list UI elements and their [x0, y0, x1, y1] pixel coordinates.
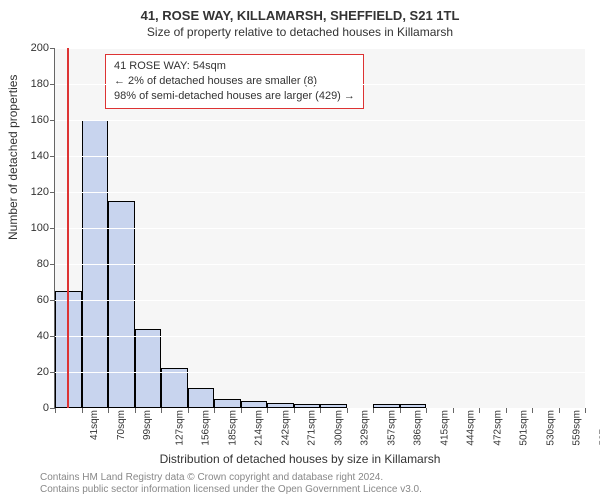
x-tick-label: 472sqm — [492, 410, 503, 446]
y-tick-label: 120 — [31, 186, 49, 198]
y-tick-label: 180 — [31, 78, 49, 90]
x-tick — [347, 408, 348, 413]
annotation-line-1: 41 ROSE WAY: 54sqm — [114, 59, 355, 74]
gridline — [55, 192, 585, 193]
y-tick-label: 60 — [37, 294, 49, 306]
annotation-box: 41 ROSE WAY: 54sqm ← 2% of detached hous… — [105, 54, 364, 109]
x-tick — [453, 408, 454, 413]
x-tick-label: 501sqm — [519, 410, 530, 446]
y-tick — [50, 336, 55, 337]
x-tick-label: 444sqm — [466, 410, 477, 446]
footer-line-1: Contains HM Land Registry data © Crown c… — [40, 472, 422, 484]
y-tick-label: 140 — [31, 150, 49, 162]
x-tick-label: 357sqm — [386, 410, 397, 446]
reference-line — [67, 48, 69, 408]
gridline — [55, 300, 585, 301]
x-tick — [559, 408, 560, 413]
x-tick-label: 530sqm — [545, 410, 556, 446]
histogram-bar — [108, 201, 135, 408]
y-tick — [50, 84, 55, 85]
chart-subtitle: Size of property relative to detached ho… — [0, 23, 600, 39]
x-tick-label: 214sqm — [254, 410, 265, 446]
histogram-bar — [188, 388, 215, 408]
x-tick-label: 300sqm — [333, 410, 344, 446]
gridline — [55, 264, 585, 265]
x-tick — [55, 408, 56, 413]
gridline — [55, 156, 585, 157]
x-tick-label: 242sqm — [280, 410, 291, 446]
histogram-bar — [161, 368, 188, 408]
x-tick — [294, 408, 295, 413]
y-tick — [50, 300, 55, 301]
x-tick — [135, 408, 136, 413]
x-tick — [585, 408, 586, 413]
y-tick-label: 20 — [37, 366, 49, 378]
x-axis-label: Distribution of detached houses by size … — [0, 452, 600, 466]
x-tick-label: 329sqm — [360, 410, 371, 446]
x-tick — [241, 408, 242, 413]
x-tick-label: 70sqm — [116, 410, 127, 440]
gridline — [55, 372, 585, 373]
histogram-bar — [214, 399, 241, 408]
y-tick — [50, 264, 55, 265]
y-tick — [50, 120, 55, 121]
x-tick-label: 41sqm — [89, 410, 100, 440]
x-tick-label: 386sqm — [413, 410, 424, 446]
x-tick-label: 271sqm — [307, 410, 318, 446]
y-tick-label: 0 — [43, 402, 49, 414]
x-tick-label: 185sqm — [227, 410, 238, 446]
x-tick — [320, 408, 321, 413]
y-tick-label: 200 — [31, 42, 49, 54]
histogram-bar — [135, 329, 162, 408]
x-tick — [506, 408, 507, 413]
x-tick — [214, 408, 215, 413]
gridline — [55, 48, 585, 49]
x-tick — [108, 408, 109, 413]
y-tick-label: 100 — [31, 222, 49, 234]
x-tick — [532, 408, 533, 413]
x-tick-label: 156sqm — [201, 410, 212, 446]
x-tick — [267, 408, 268, 413]
y-tick-label: 40 — [37, 330, 49, 342]
y-tick — [50, 48, 55, 49]
x-tick — [426, 408, 427, 413]
x-tick — [188, 408, 189, 413]
y-tick — [50, 372, 55, 373]
x-tick-label: 559sqm — [572, 410, 583, 446]
annotation-line-2: ← 2% of detached houses are smaller (8) — [114, 74, 355, 89]
histogram-bar — [241, 401, 268, 408]
x-tick — [82, 408, 83, 413]
footer-text: Contains HM Land Registry data © Crown c… — [40, 472, 422, 496]
y-axis-label: Number of detached properties — [6, 75, 20, 240]
x-tick — [400, 408, 401, 413]
y-tick-label: 160 — [31, 114, 49, 126]
x-tick — [161, 408, 162, 413]
x-tick-label: 415sqm — [439, 410, 450, 446]
annotation-line-3: 98% of semi-detached houses are larger (… — [114, 89, 355, 104]
footer-line-2: Contains public sector information licen… — [40, 484, 422, 496]
y-tick — [50, 228, 55, 229]
gridline — [55, 336, 585, 337]
gridline — [55, 228, 585, 229]
gridline — [55, 84, 585, 85]
x-tick — [479, 408, 480, 413]
x-tick-label: 127sqm — [174, 410, 185, 446]
y-tick — [50, 156, 55, 157]
y-tick — [50, 192, 55, 193]
x-tick — [373, 408, 374, 413]
histogram-chart: 41 ROSE WAY: 54sqm ← 2% of detached hous… — [54, 48, 585, 409]
chart-title: 41, ROSE WAY, KILLAMARSH, SHEFFIELD, S21… — [0, 0, 600, 23]
gridline — [55, 120, 585, 121]
y-tick-label: 80 — [37, 258, 49, 270]
x-tick-label: 99sqm — [142, 410, 153, 440]
